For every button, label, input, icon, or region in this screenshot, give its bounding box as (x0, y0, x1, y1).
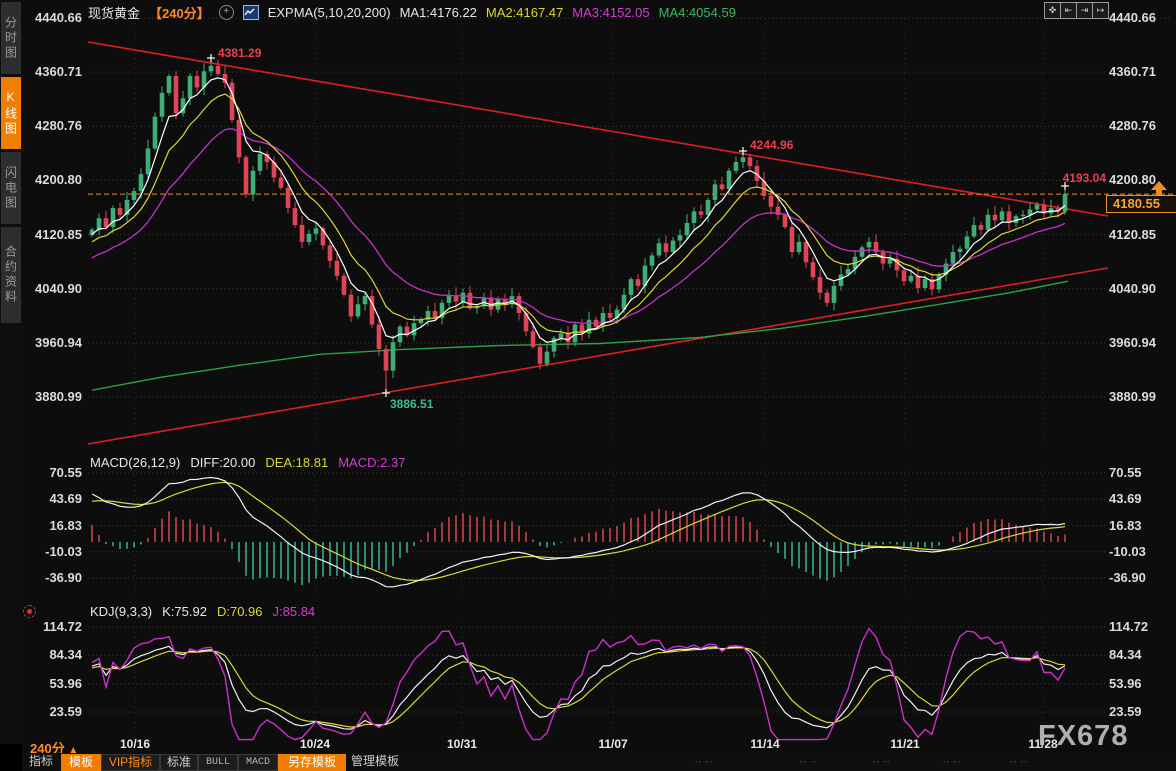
kdj-axis-label-right: 53.96 (1109, 676, 1142, 691)
price-axis-label: 4280.76 (35, 118, 82, 133)
faint-time-tick: -- -- (800, 757, 818, 766)
macd-axis-label-right: 70.55 (1109, 465, 1142, 480)
standard-button[interactable]: 标准 (160, 754, 198, 771)
price-axis-label: 4360.71 (35, 64, 82, 79)
annotation-swing-high-1: 4381.29 (218, 46, 262, 60)
kdj-title: KDJ(9,3,3) (90, 604, 153, 619)
kdj-axis-label: 23.59 (49, 704, 82, 719)
indicators-button[interactable]: 指标 (28, 754, 53, 768)
kdj-axis-label-right: 23.59 (1109, 704, 1142, 719)
sidebar-tab-time-chart[interactable]: 分时图 (1, 2, 21, 74)
sidebar-tab-contract-info[interactable]: 合约资料 (1, 227, 21, 323)
price-axis-label: 4120.85 (35, 227, 82, 242)
manage-template-button[interactable]: 管理模板 (350, 754, 399, 768)
annotation-last-high: 4193.04 (1062, 171, 1106, 185)
ma1-readout: MA1:4176.22 (399, 5, 477, 20)
price-axis-label-right: 3880.99 (1109, 389, 1156, 404)
shift-right-icon[interactable]: ⇥ (1076, 2, 1093, 19)
macd-axis-label-right: 16.83 (1109, 518, 1142, 533)
annotation-swing-low: 3886.51 (390, 397, 434, 411)
macd-button[interactable]: MACD (238, 754, 278, 771)
kdj-j-readout: J:85.84 (272, 604, 316, 619)
macd-axis-label: 43.69 (49, 491, 82, 506)
macd-dea-readout: DEA:18.81 (265, 455, 329, 470)
timeframe-label[interactable]: 【240分】 (149, 6, 210, 21)
link-icon[interactable]: + (218, 5, 234, 20)
left-sidebar: 分时图 K线图 闪电图 合约资料 (0, 0, 22, 750)
template-toolbar: 指标 模板 VIP指标 标准 BULL MACD 另存模板 管理模板 (0, 753, 1176, 771)
macd-header[interactable]: MACD(26,12,9) DIFF:20.00 DEA:18.81 MACD:… (90, 455, 405, 470)
last-price-box: 4180.55 (1106, 195, 1176, 213)
macd-axis-label-right: -10.03 (1109, 544, 1146, 559)
symbol-name: 现货黄金 (88, 6, 141, 21)
macd-axis-label-right: 43.69 (1109, 491, 1142, 506)
chart-type-icon[interactable] (242, 5, 259, 20)
date-tick: 10/31 (446, 737, 478, 751)
date-tick: 10/16 (119, 737, 151, 751)
price-axis-label: 3960.94 (35, 335, 82, 350)
pan-right-icon[interactable]: ↦ (1092, 2, 1109, 19)
ma4-readout: MA4:4054.59 (658, 5, 736, 20)
corner-spacer (0, 744, 22, 771)
ma2-readout: MA2:4167.47 (485, 5, 564, 20)
price-axis-label-right: 4120.85 (1109, 227, 1156, 242)
faint-time-tick: -- -- (1010, 757, 1028, 766)
annotation-swing-high-2: 4244.96 (750, 138, 794, 152)
macd-axis-label-right: -36.90 (1109, 570, 1146, 585)
kdj-d-readout: D:70.96 (216, 604, 263, 619)
macd-diff-readout: DIFF:20.00 (190, 455, 256, 470)
price-axis-label: 4200.80 (35, 172, 82, 187)
sidebar-tab-flash-chart[interactable]: 闪电图 (1, 152, 21, 224)
save-template-button[interactable]: 另存模板 (278, 754, 346, 771)
faint-time-tick: -- -- (943, 757, 961, 766)
kdj-axis-label: 84.34 (49, 647, 82, 662)
chevron-up-icon: ▲ (68, 745, 79, 756)
price-axis-label-right: 4200.80 (1109, 172, 1156, 187)
kdj-header[interactable]: KDJ(9,3,3) K:75.92 D:70.96 J:85.84 (90, 604, 315, 619)
kdj-axis-label-right: 84.34 (1109, 647, 1142, 662)
date-tick: 11/28 (1028, 737, 1058, 751)
macd-axis-label: 70.55 (49, 465, 82, 480)
vip-indicators-button[interactable]: VIP指标 (101, 754, 160, 771)
kdj-axis-label: 114.72 (42, 619, 82, 634)
ma3-readout: MA3:4152.05 (572, 5, 650, 20)
interval-selector[interactable]: 240分 ▲ (30, 741, 79, 756)
faint-time-tick: -- -- (873, 757, 891, 766)
sidebar-tab-candle-chart[interactable]: K线图 (1, 77, 21, 149)
price-axis-label-right: 4360.71 (1109, 64, 1156, 79)
price-axis-label-right: 3960.94 (1109, 335, 1156, 350)
faint-time-tick: -- -- (695, 757, 713, 766)
price-axis-label-right: 4440.66 (1109, 10, 1156, 25)
macd-title: MACD(26,12,9) (90, 455, 181, 470)
macd-macd-readout: MACD:2.37 (338, 455, 406, 470)
date-tick: 11/14 (750, 737, 780, 751)
fx678-watermark: FX678 (1038, 720, 1129, 752)
template-button[interactable]: 模板 (61, 754, 101, 771)
price-axis-label: 4040.90 (35, 281, 82, 296)
shift-left-icon[interactable]: ⇤ (1060, 2, 1077, 19)
price-axis-label-right: 4040.90 (1109, 281, 1156, 296)
indicator-name: EXPMA(5,10,20,200) (267, 5, 391, 20)
date-tick: 11/21 (890, 737, 920, 751)
price-axis-label: 4440.66 (35, 10, 82, 25)
crosshair-icon[interactable]: ✜ (1044, 2, 1061, 19)
price-axis-label-right: 4280.76 (1109, 118, 1156, 133)
macd-axis-label: -10.03 (45, 544, 82, 559)
alert-dot-icon[interactable] (23, 605, 36, 618)
bull-button[interactable]: BULL (198, 754, 238, 771)
macd-axis-label: -36.90 (45, 570, 82, 585)
kdj-k-readout: K:75.92 (162, 604, 207, 619)
date-tick: 11/07 (598, 737, 628, 751)
price-axis-label: 3880.99 (35, 389, 82, 404)
chart-header: 现货黄金 【240分】 + EXPMA(5,10,20,200) MA1:417… (88, 3, 736, 22)
date-tick: 10/24 (299, 737, 331, 751)
macd-axis-label: 16.83 (49, 518, 82, 533)
kdj-axis-label: 53.96 (49, 676, 82, 691)
kdj-axis-label-right: 114.72 (1109, 619, 1149, 634)
